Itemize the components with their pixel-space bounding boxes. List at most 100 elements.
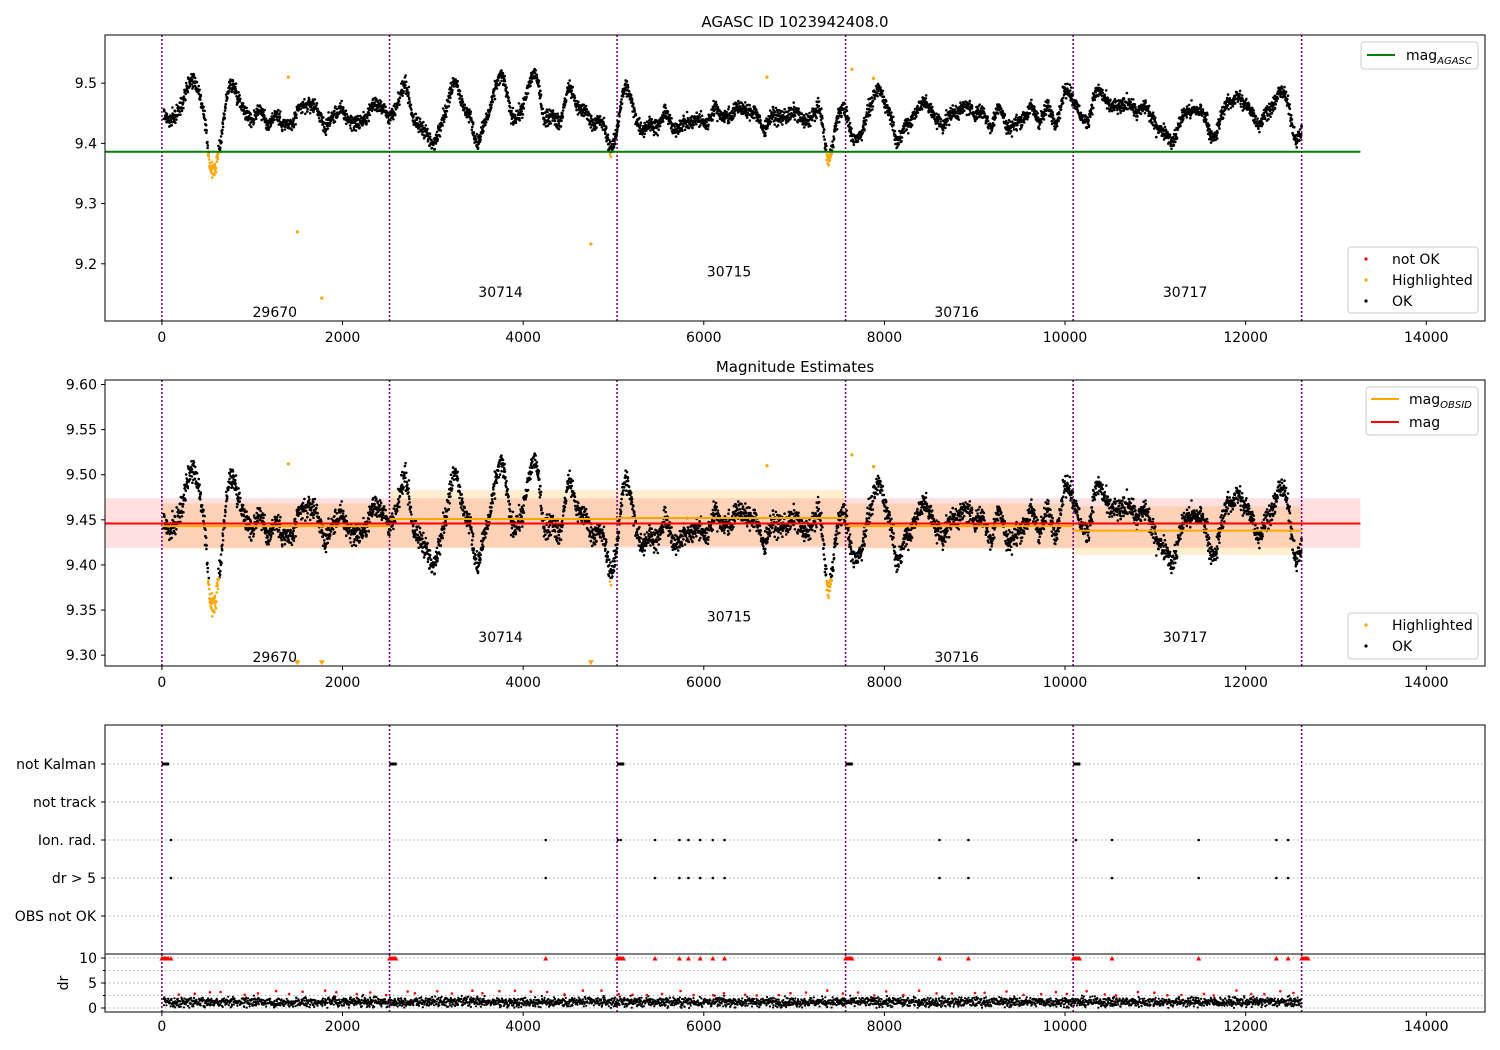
ok-point: [308, 112, 312, 115]
ok-point: [539, 89, 542, 92]
ok-point: [1207, 123, 1211, 127]
ok-point: [469, 110, 473, 113]
ok-point: [433, 147, 437, 151]
ok-point: [944, 113, 947, 117]
ok-point: [1290, 114, 1293, 117]
ok-point: [916, 104, 919, 108]
ok-point: [1253, 118, 1257, 121]
highlighted-point: [830, 152, 834, 156]
ok-point: [1239, 102, 1242, 106]
ok-point: [460, 95, 464, 98]
ok-point: [175, 506, 178, 509]
ok-point: [428, 132, 432, 135]
ok-point: [1144, 101, 1147, 104]
ok-point: [293, 111, 297, 114]
ok-point: [832, 137, 836, 140]
ok-point: [1276, 97, 1279, 100]
ok-point: [773, 110, 777, 113]
ok-point: [638, 126, 641, 130]
ok-point: [1174, 132, 1178, 136]
ok-point: [490, 103, 493, 107]
ok-point: [888, 108, 892, 112]
obsid-label: 30716: [934, 305, 979, 321]
ok-point: [492, 91, 495, 95]
ok-point: [847, 117, 851, 120]
ok-point: [546, 110, 549, 114]
ok-point: [892, 123, 895, 127]
ok-point: [167, 117, 170, 121]
ok-point: [727, 121, 731, 124]
ok-point: [239, 97, 242, 101]
ok-point: [503, 79, 507, 83]
ok-point: [1162, 122, 1166, 125]
ok-point: [781, 123, 784, 126]
ok-point: [451, 77, 455, 80]
ok-point: [474, 138, 478, 141]
ok-point: [199, 98, 202, 101]
ok-point: [715, 103, 718, 106]
ok-point: [705, 120, 708, 124]
ok-point: [1061, 101, 1065, 105]
ok-point: [521, 113, 525, 116]
ok-point: [476, 146, 480, 150]
ok-point: [561, 109, 565, 112]
ok-point: [924, 97, 928, 100]
ok-point: [262, 110, 265, 114]
ok-point: [400, 82, 403, 85]
ok-point: [348, 124, 352, 127]
ok-point: [682, 124, 685, 128]
ok-point: [448, 100, 452, 104]
ok-point: [732, 116, 735, 120]
ok-point: [505, 86, 508, 89]
ok-point: [845, 105, 848, 109]
ok-point: [968, 102, 971, 105]
ok-point: [260, 118, 263, 122]
ok-point: [384, 105, 387, 109]
ok-point: [206, 144, 210, 147]
ok-point: [204, 118, 207, 122]
ok-point: [951, 104, 954, 107]
ok-point: [863, 128, 866, 131]
ok-point: [815, 116, 818, 120]
ok-point: [584, 104, 588, 108]
ok-point: [1020, 123, 1024, 127]
ok-point: [935, 127, 939, 131]
ok-point: [224, 102, 228, 106]
ok-point: [1189, 116, 1192, 120]
ok-point: [500, 79, 503, 83]
ok-point: [561, 115, 565, 118]
highlighted-point: [213, 173, 216, 177]
ok-point: [537, 91, 541, 95]
ok-point: [243, 112, 247, 115]
ok-point: [617, 120, 621, 123]
highlighted-point: [215, 160, 219, 164]
ok-point: [234, 87, 237, 91]
ok-point: [759, 122, 763, 125]
ok-point: [430, 146, 434, 150]
ok-point: [1049, 105, 1052, 108]
ok-point: [1288, 103, 1291, 106]
ok-point: [1016, 123, 1019, 127]
ok-point: [358, 126, 362, 129]
ok-point: [892, 121, 895, 124]
ok-point: [1298, 139, 1301, 142]
ok-point: [510, 109, 513, 113]
ok-point: [493, 97, 497, 101]
ok-point: [221, 125, 225, 129]
ok-point: [648, 115, 651, 119]
ok-point: [292, 119, 295, 122]
ok-point: [498, 81, 502, 85]
ok-point: [456, 80, 460, 83]
ok-point: [1216, 131, 1219, 134]
ok-point: [531, 73, 534, 76]
ok-point: [535, 73, 539, 77]
ok-point: [774, 106, 778, 110]
ok-point: [929, 102, 933, 106]
ok-point: [559, 125, 563, 128]
ok-point: [238, 99, 242, 103]
ok-point: [344, 122, 348, 126]
ok-point: [205, 129, 208, 132]
ok-point: [907, 118, 910, 122]
ok-point: [238, 93, 241, 97]
ok-point: [1155, 135, 1158, 139]
